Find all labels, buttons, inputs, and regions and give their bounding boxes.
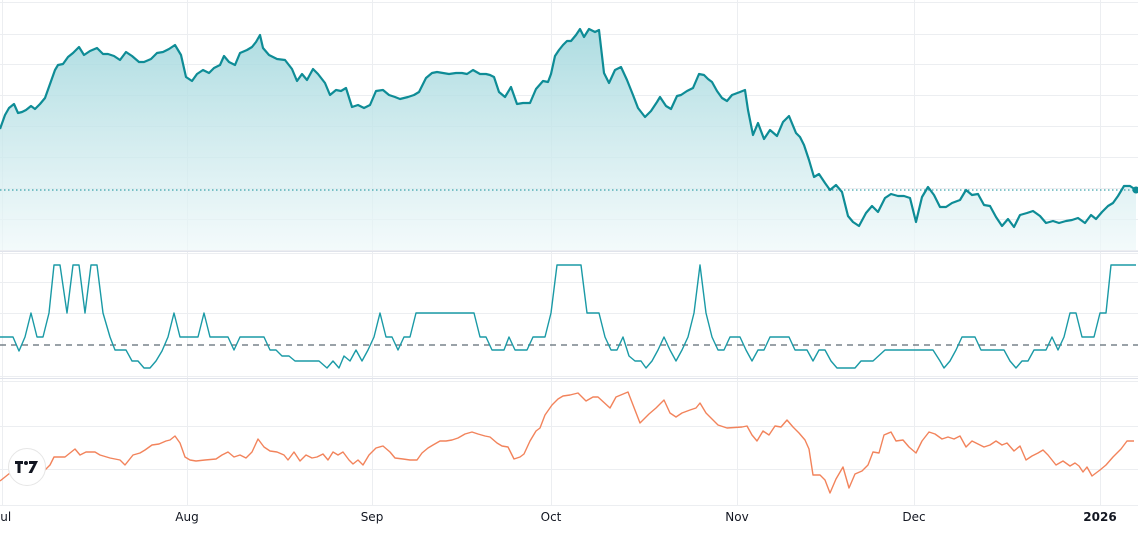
time-axis-label: Oct [541,510,562,524]
time-axis-label: Sep [361,510,384,524]
indicator-pane-1[interactable] [0,265,1138,368]
time-axis-label: Nov [725,510,748,524]
time-axis-label: Aug [175,510,198,524]
indicator-1-line [0,265,1136,368]
indicator-2-line [0,392,1134,493]
indicator-pane-2[interactable] [0,392,1134,493]
time-axis-label: Dec [902,510,925,524]
time-axis-label: 2026 [1083,510,1116,524]
main-price-pane[interactable] [0,29,1138,250]
time-axis-label: Jul [0,510,11,524]
time-axis[interactable] [0,505,1138,535]
price-area-fill [0,29,1136,250]
tradingview-logo-icon [15,460,39,474]
tradingview-logo[interactable] [8,448,46,486]
